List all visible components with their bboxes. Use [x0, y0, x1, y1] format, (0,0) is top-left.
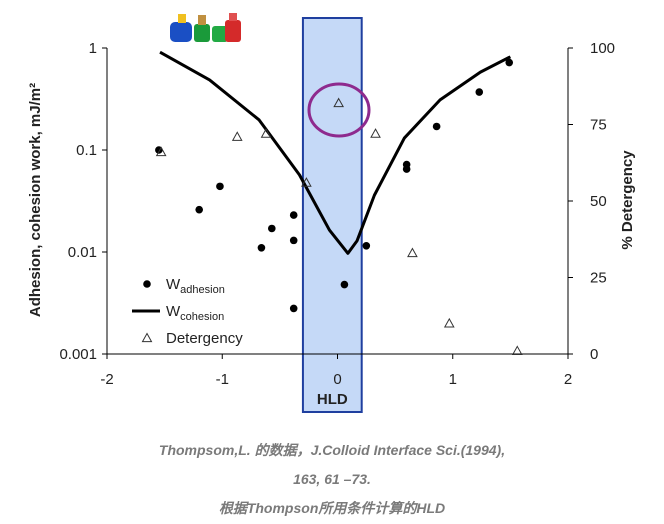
y2-tick-label: 100: [590, 40, 615, 57]
x-tick-label: 0: [333, 371, 341, 388]
x-tick-label: 2: [564, 371, 572, 388]
band-label: HLD: [317, 391, 348, 408]
legend-marker: [143, 334, 152, 342]
y-tick-label: 0.01: [68, 244, 97, 261]
caption: 163, 61 –73.: [293, 471, 371, 487]
legend-subscript: cohesion: [180, 311, 224, 323]
bottles-image: [170, 13, 241, 42]
chart: Adhesion, cohesion work, mJ/m² % Deterge…: [0, 0, 664, 524]
caption: 根据Thompson所用条件计算的HLD: [219, 500, 445, 516]
y-tick-label: 0.001: [59, 346, 97, 363]
y-tick-label: 0.1: [76, 142, 97, 159]
legend-subscript: adhesion: [180, 284, 225, 296]
legend-name: W: [166, 276, 181, 293]
caption: Thompsom,L. 的数据，J.Colloid Interface Sci.…: [159, 442, 505, 458]
point: [290, 237, 298, 245]
point: [341, 281, 349, 289]
legend-name: W: [166, 303, 181, 320]
x-tick-label: -1: [216, 371, 229, 388]
x-tick-label: 1: [449, 371, 457, 388]
point: [233, 132, 242, 140]
point: [363, 242, 371, 250]
point: [268, 225, 276, 233]
legend-marker: [143, 280, 151, 288]
page: Adhesion, cohesion work, mJ/m² % Deterge…: [0, 0, 664, 524]
y2-tick-label: 0: [590, 346, 598, 363]
point: [258, 244, 266, 252]
y2-tick-label: 25: [590, 270, 607, 287]
point: [371, 129, 380, 137]
hld-band: [303, 18, 362, 412]
y2-tick-label: 50: [590, 193, 607, 210]
y2-tick-label: 75: [590, 117, 607, 134]
point: [408, 249, 417, 257]
legend-name: Detergency: [166, 330, 243, 347]
y-tick-label: 1: [89, 40, 97, 57]
y-axis-label: Adhesion, cohesion work, mJ/m²: [27, 83, 44, 317]
legend-label: Wadhesion: [166, 276, 225, 296]
y2-axis-label: % Detergency: [619, 150, 636, 250]
point: [216, 183, 224, 191]
legend-label: Detergency: [166, 330, 243, 347]
point: [290, 305, 298, 313]
legend-label: Wcohesion: [166, 303, 224, 323]
point: [475, 88, 483, 96]
point: [195, 206, 203, 214]
point: [290, 211, 298, 219]
point: [403, 165, 411, 173]
point: [445, 319, 454, 327]
point: [513, 346, 522, 354]
x-tick-label: -2: [100, 371, 113, 388]
point: [433, 123, 441, 131]
